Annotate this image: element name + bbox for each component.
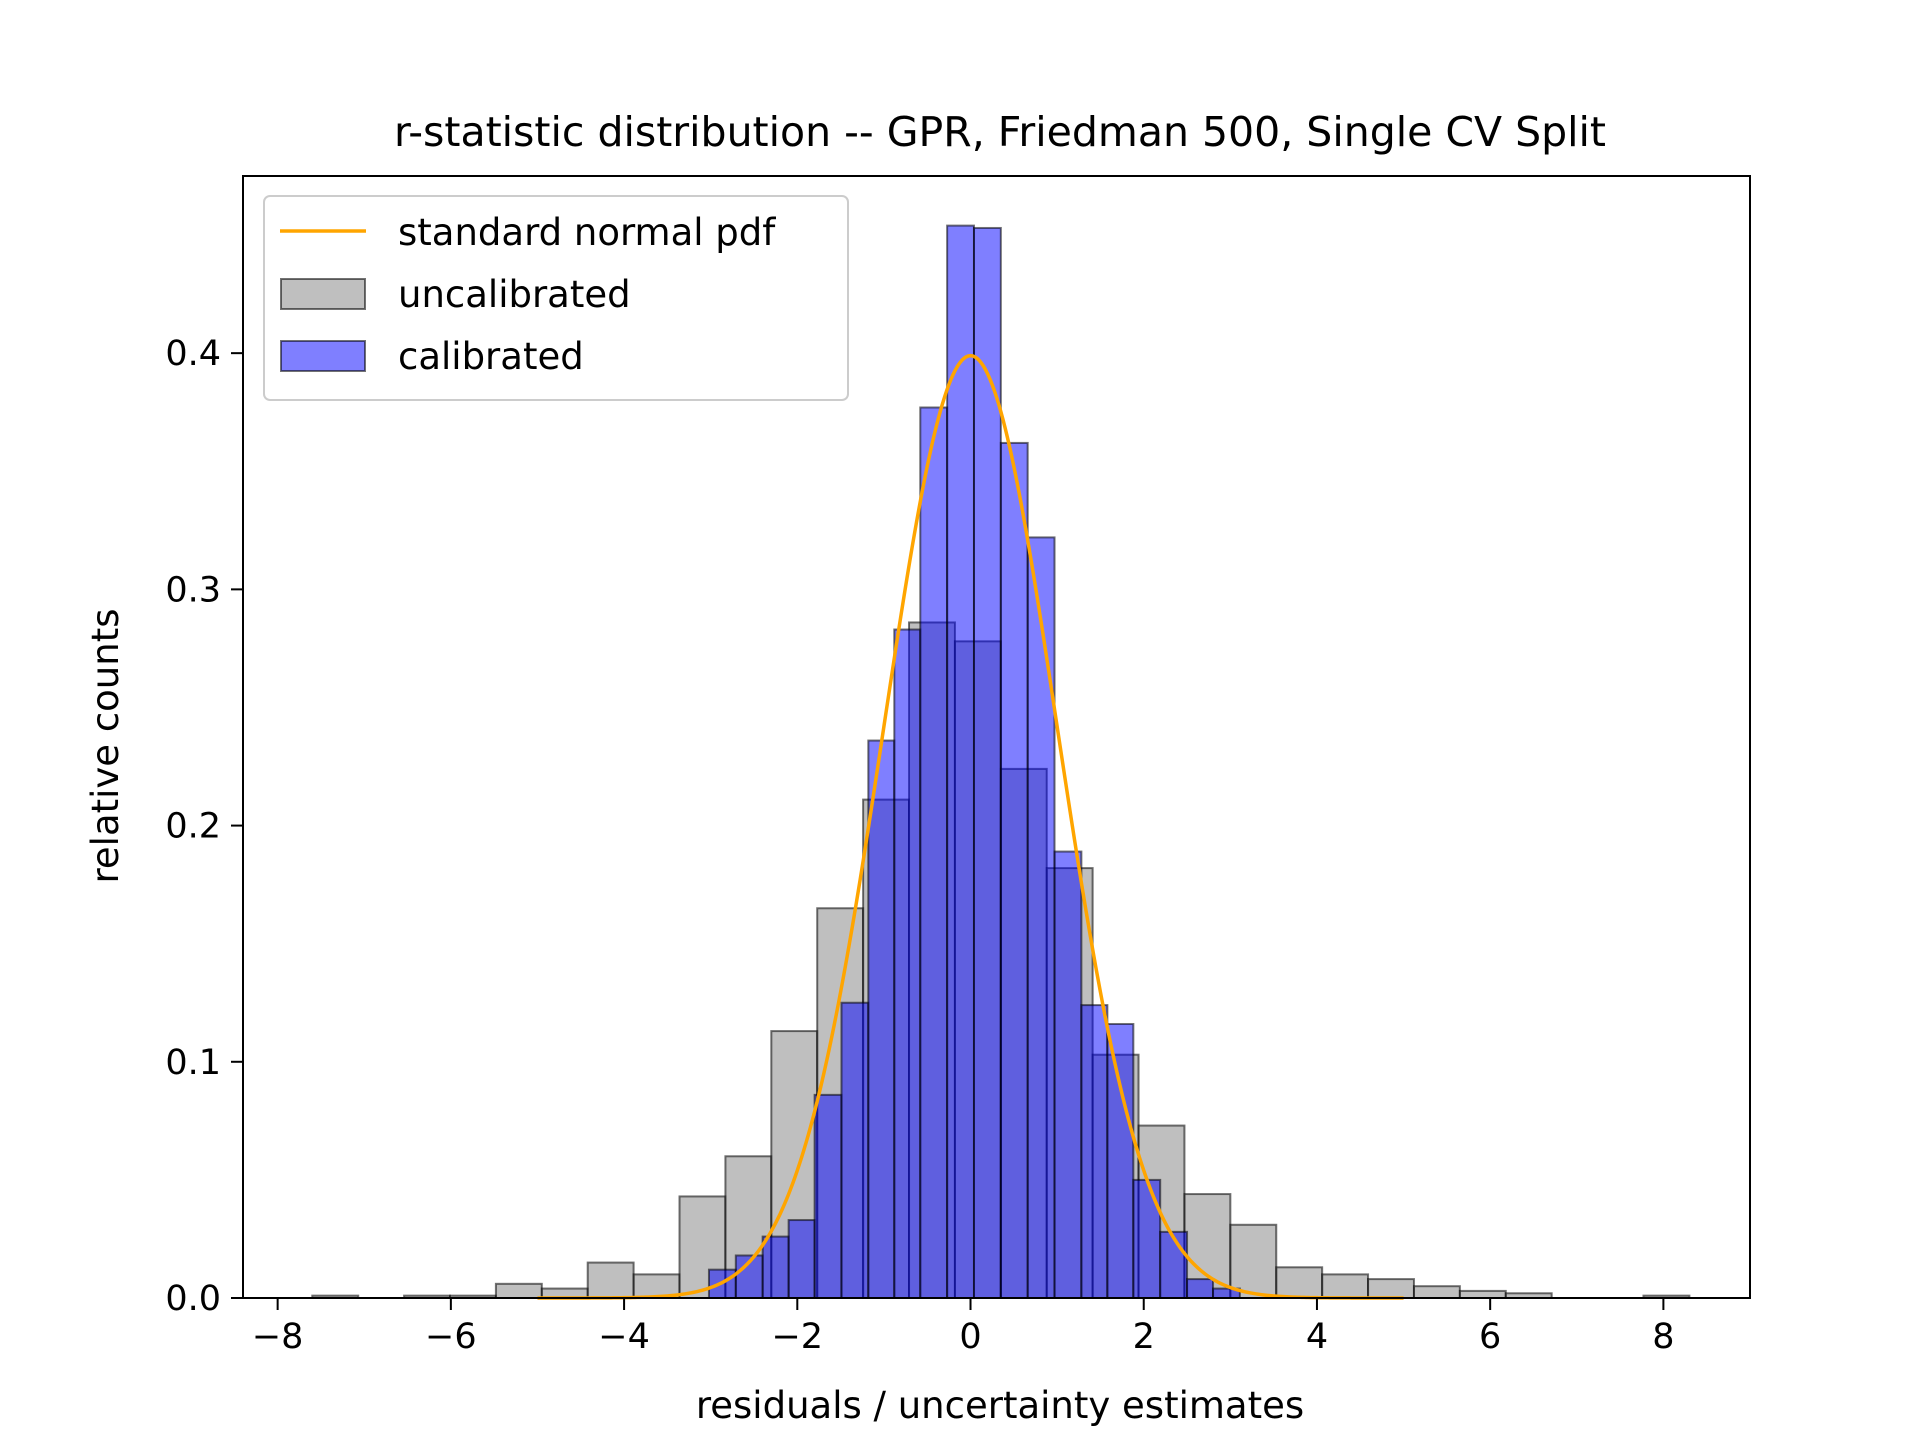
calibrated-bar-15 (1106, 1022, 1135, 1299)
legend-uncalibrated-swatch (280, 278, 366, 310)
calibrated-bar-7 (893, 628, 922, 1299)
uncalibrated-bar-21 (1275, 1266, 1324, 1299)
y-axis-label: relative counts (84, 609, 127, 884)
calibrated-bar-8 (919, 406, 949, 1299)
plot-area (311, 224, 1691, 1300)
x-tick-label: 6 (1479, 1317, 1501, 1357)
legend-box (263, 195, 849, 401)
x-axis-label: residuals / uncertainty estimates (696, 1384, 1304, 1427)
calibrated-bar-4 (813, 1093, 843, 1299)
y-tick-label: 0.2 (165, 807, 221, 847)
axes-frame (242, 175, 1751, 1299)
legend-calibrated-swatch (280, 340, 366, 372)
y-axis: 0.0 0.1 0.2 0.3 0.4 (165, 334, 243, 1319)
x-tick-label: 8 (1652, 1317, 1674, 1357)
x-tick-label: 4 (1306, 1317, 1328, 1357)
calibrated-bar-5 (840, 1001, 870, 1299)
uncalibrated-bar-4 (494, 1282, 543, 1300)
legend: standard normal pdf uncalibrated calibra… (263, 195, 849, 401)
calibrated-bar-18 (1186, 1278, 1215, 1299)
x-tick-label: 0 (959, 1317, 981, 1357)
x-tick-label: −6 (425, 1317, 477, 1357)
y-tick-label: 0.1 (165, 1043, 221, 1083)
uncalibrated-bar-25 (1458, 1289, 1507, 1300)
y-tick-label: 0.3 (165, 570, 221, 610)
calibrated-bar-13 (1053, 850, 1083, 1300)
calibrated-bar-11 (999, 441, 1029, 1299)
calibrated-bar-12 (1026, 536, 1056, 1299)
calibrated-bar-6 (867, 739, 896, 1299)
calibrated-bar-17 (1159, 1230, 1189, 1300)
calibrated-bar-9 (946, 224, 975, 1299)
x-tick-label: 2 (1133, 1317, 1155, 1357)
y-tick-label: 0.0 (165, 1279, 221, 1319)
x-tick-label: −8 (252, 1317, 304, 1357)
uncalibrated-bar-6 (586, 1261, 635, 1300)
x-tick-label: −2 (771, 1317, 823, 1357)
x-axis: −8 −6 −4 −2 0 2 4 6 8 (252, 1298, 1675, 1357)
uncalibrated-bar-23 (1367, 1278, 1415, 1299)
calibrated-bar-14 (1080, 1004, 1109, 1299)
legend-label-uncalibrated: uncalibrated (398, 273, 631, 316)
legend-label-calibrated: calibrated (398, 335, 584, 378)
uncalibrated-bar-20 (1229, 1223, 1278, 1300)
chart-title: r-statistic distribution -- GPR, Friedma… (394, 108, 1606, 156)
calibrated-bar-10 (972, 226, 1002, 1299)
y-tick-label: 0.4 (165, 334, 221, 374)
standard-normal-pdf-line (537, 353, 1404, 1300)
uncalibrated-bar-24 (1412, 1285, 1461, 1299)
calibrated-bar-16 (1132, 1178, 1162, 1300)
x-tick-label: −4 (598, 1317, 650, 1357)
calibrated-bar-3 (787, 1219, 816, 1300)
uncalibrated-bar-22 (1321, 1273, 1370, 1299)
legend-label-pdf: standard normal pdf (398, 211, 776, 254)
calibrated-bar-2 (761, 1235, 790, 1299)
